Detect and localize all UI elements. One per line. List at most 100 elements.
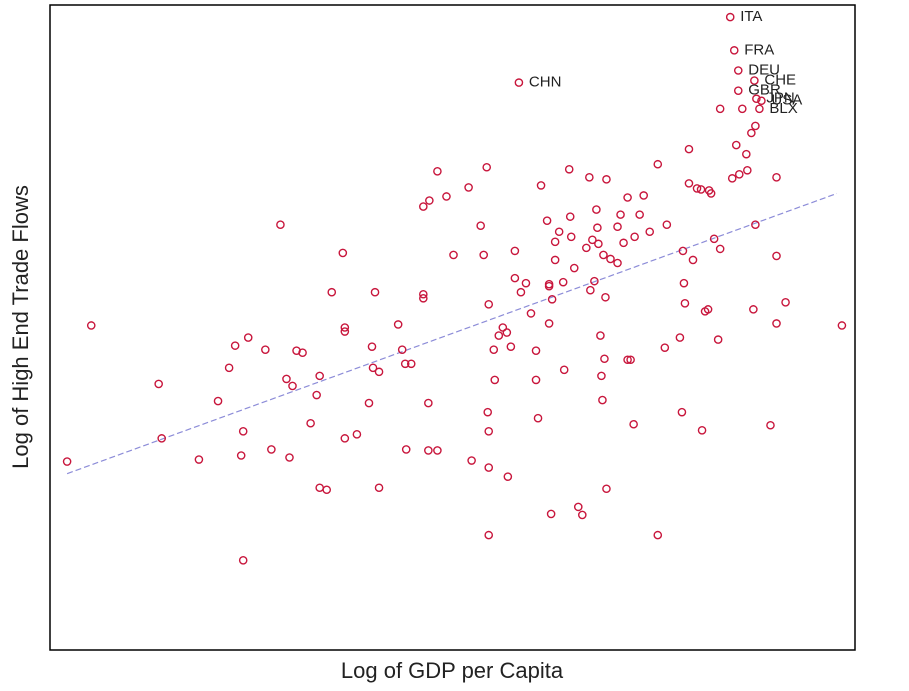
point <box>747 128 756 138</box>
point <box>593 223 602 233</box>
point <box>684 144 694 154</box>
point <box>566 232 576 242</box>
point <box>236 451 246 460</box>
point <box>757 96 766 106</box>
point <box>582 243 591 253</box>
point <box>449 250 458 260</box>
point <box>506 342 516 351</box>
point <box>585 173 594 182</box>
point <box>285 453 294 462</box>
point <box>696 185 706 194</box>
point <box>677 407 687 417</box>
point <box>230 341 240 350</box>
point <box>734 170 744 179</box>
point <box>725 12 735 22</box>
point <box>629 419 638 429</box>
point <box>653 530 663 540</box>
point <box>688 255 698 265</box>
point <box>243 333 253 342</box>
point <box>660 343 670 352</box>
point-label: CHE <box>764 72 796 89</box>
trend-line <box>66 192 838 475</box>
point <box>772 319 781 328</box>
point <box>224 363 234 373</box>
point <box>613 258 622 268</box>
point <box>338 248 348 258</box>
point <box>267 445 276 454</box>
point <box>653 159 663 169</box>
point <box>514 78 524 87</box>
point <box>484 300 494 309</box>
point <box>374 367 384 377</box>
point <box>364 398 374 408</box>
point-label: DEU <box>748 61 780 78</box>
point <box>288 381 297 391</box>
point <box>619 238 628 248</box>
point <box>406 359 416 369</box>
point <box>542 216 552 225</box>
point <box>340 323 350 332</box>
point <box>484 530 494 540</box>
point <box>510 273 520 283</box>
point <box>684 179 694 188</box>
point <box>467 456 476 465</box>
point <box>558 277 568 287</box>
point <box>503 472 513 481</box>
point <box>546 509 556 519</box>
point <box>727 174 737 183</box>
point-label: CHN <box>529 74 562 91</box>
point <box>419 293 428 303</box>
point <box>679 278 689 288</box>
point <box>772 251 781 261</box>
point <box>483 407 493 417</box>
point <box>464 183 473 192</box>
point <box>733 66 743 75</box>
point <box>578 510 587 520</box>
point <box>306 418 315 428</box>
point <box>352 430 362 439</box>
point <box>709 234 719 244</box>
point <box>424 446 433 455</box>
point <box>738 104 747 114</box>
point <box>315 371 324 381</box>
point <box>531 346 541 355</box>
point <box>564 164 574 174</box>
point <box>536 181 546 190</box>
point <box>367 342 377 351</box>
point <box>743 165 752 175</box>
point <box>502 328 512 337</box>
point <box>623 193 632 202</box>
point <box>703 305 713 314</box>
point <box>715 244 725 254</box>
point <box>550 255 560 265</box>
point <box>482 162 492 172</box>
point <box>600 354 609 364</box>
point <box>706 189 716 198</box>
point <box>157 434 166 443</box>
point <box>494 331 504 340</box>
x-axis-label: Log of GDP per Capita <box>341 658 564 683</box>
point <box>606 254 615 264</box>
point <box>596 331 605 340</box>
point <box>678 246 688 256</box>
point <box>154 379 163 389</box>
point <box>599 250 608 260</box>
point <box>742 149 751 159</box>
point <box>594 239 603 249</box>
point <box>713 335 723 344</box>
point <box>645 227 655 237</box>
point <box>238 556 248 565</box>
point <box>526 309 536 318</box>
point <box>613 222 622 232</box>
point <box>419 202 428 211</box>
point <box>623 355 632 365</box>
plot-frame <box>49 4 856 651</box>
point <box>781 298 790 307</box>
point <box>554 227 564 237</box>
point <box>442 192 451 201</box>
point <box>374 483 384 493</box>
point <box>749 305 758 314</box>
point <box>370 287 380 297</box>
point <box>592 205 601 214</box>
point <box>425 196 434 205</box>
